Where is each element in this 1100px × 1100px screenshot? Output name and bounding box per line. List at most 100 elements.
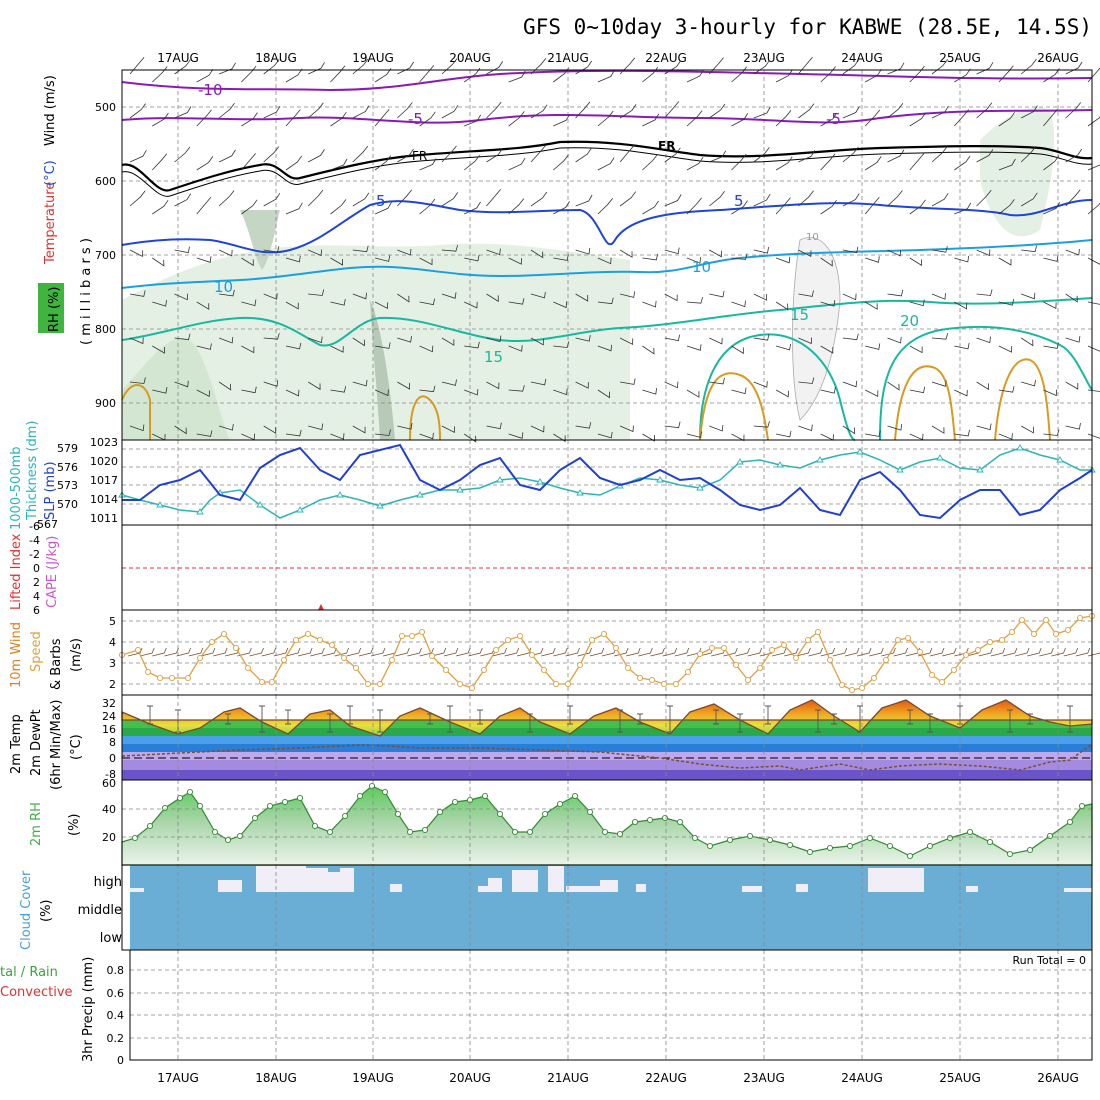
- wind-barb-6-11: [375, 342, 391, 349]
- wind10-barb-37: [577, 647, 592, 657]
- wind-barb-0-5: [241, 65, 257, 83]
- wind-speed-marker-1: [134, 646, 142, 654]
- wind-barb-5-35: [909, 299, 925, 307]
- wind-barb-8-35: [909, 433, 924, 441]
- wind10-barb-32: [516, 647, 532, 657]
- slp-tick-1017: 1017: [90, 474, 118, 487]
- wind-barb-0-38: [976, 62, 994, 75]
- wind-barb-4-12: [397, 248, 412, 256]
- wind-speed-marker-11: [258, 678, 266, 686]
- wind-speed-marker-31: [492, 646, 500, 654]
- wind-speed-marker-33: [516, 632, 524, 640]
- wind-barb-0-2: [174, 59, 191, 75]
- wind-barb-4-16: [486, 248, 501, 256]
- wind-barb-3-19: [553, 201, 570, 215]
- thickness-tick-579: 579: [57, 442, 78, 455]
- wind-speed-marker-39: [588, 636, 596, 644]
- wind-barb-3-23: [642, 200, 659, 215]
- wind-barb-5-11: [374, 301, 389, 310]
- wind-barb-2-32: [842, 146, 859, 163]
- rh-axis-label: RH (%): [47, 287, 62, 332]
- wind-speed-marker-47: [684, 668, 692, 676]
- wind-barb-1-20: [575, 101, 591, 119]
- wind-speed-marker-4: [168, 674, 176, 682]
- isotherm-freezing: [121, 140, 1093, 192]
- cloud-vgrid: [177, 865, 1059, 950]
- wind-barb-1-24: [664, 101, 680, 119]
- cloud-panel: high middle low Cloud Cover (%): [19, 864, 1093, 951]
- temp2m-minmax-bars: [147, 705, 1073, 733]
- wind-barb-1-28: [753, 106, 771, 119]
- li-tick-2: 2: [33, 576, 40, 589]
- wind-speed-marker-58: [814, 628, 822, 636]
- contour-label-minus10: -10: [198, 81, 223, 99]
- wind-barb-6-39: [998, 345, 1013, 353]
- thickness-marker-20: [496, 476, 504, 483]
- wind-barb-6-8: [308, 336, 323, 344]
- wind-barb-0-21: [597, 70, 615, 83]
- rh-marker-12: [281, 798, 289, 806]
- wind-barb-1-34: [887, 102, 904, 119]
- wind-barb-0-25: [686, 69, 704, 83]
- temp-minmax-bar-6: [347, 705, 353, 725]
- rh-legend-swatch: [38, 283, 64, 333]
- wind-barb-5-23: [642, 300, 657, 308]
- pressure-tick-800: 800: [95, 323, 116, 336]
- wind10-barb-13: [285, 647, 301, 657]
- wind-barb-3-26: [709, 190, 725, 207]
- wind10-barb-73: [1015, 647, 1030, 657]
- wind-barb-4-8: [308, 249, 322, 257]
- wind-speed-marker-15: [304, 630, 312, 638]
- wind-speed-marker-9: [232, 644, 240, 652]
- isotherm-warm-d: [894, 365, 956, 441]
- wind10-barb-7: [213, 647, 228, 657]
- wind-barb-7-12: [397, 381, 410, 390]
- wind-speed-marker-76: [1018, 616, 1026, 624]
- wind-barb-8-17: [508, 432, 524, 439]
- slp-tick-1014: 1014: [90, 493, 118, 506]
- wind-speed-marker-12: [268, 678, 276, 686]
- thickness-marker-36: [816, 456, 824, 463]
- wind10-barb-17: [334, 647, 349, 657]
- rh-marker-14: [311, 822, 319, 830]
- wind10-barb-4: [176, 647, 191, 657]
- wind-barb-2-38: [976, 149, 994, 163]
- wind-speed-marker-49: [708, 644, 716, 652]
- wind-barb-3-18: [530, 191, 548, 207]
- wind-barb-1-39: [998, 111, 1016, 127]
- wind10-barb-19: [358, 647, 374, 657]
- wind-barb-6-14: [441, 337, 455, 346]
- wind-barb-8-32: [842, 425, 856, 435]
- rh2m-vgrid: [177, 780, 1059, 865]
- wind-barb-8-36: [931, 425, 945, 434]
- wind-barb-7-19: [553, 388, 568, 396]
- wind-barb-2-17: [508, 157, 526, 171]
- wind-barb-0-16: [486, 61, 504, 75]
- thickness-tick-573: 573: [57, 479, 78, 492]
- wind-barb-8-10: [352, 425, 366, 434]
- wind-speed-marker-69: [938, 678, 946, 686]
- wind-speed-marker-75: [1008, 628, 1016, 636]
- wind-barb-5-27: [731, 300, 746, 308]
- precip-axis-labels: tal / Rain Convective 3hr Precip (mm): [0, 957, 96, 1062]
- wind-barb-7-22: [620, 378, 636, 385]
- wind-barb-3-6: [263, 192, 281, 207]
- wind-barb-2-29: [775, 156, 793, 171]
- wind-barb-0-7: [285, 68, 303, 83]
- wind-barb-2-10: [352, 146, 369, 163]
- temp-minmax-bar-17: [737, 713, 743, 733]
- wind-barb-3-20: [575, 194, 593, 207]
- pressure-tick-600: 600: [95, 175, 116, 188]
- thickness-marker-4: [196, 508, 204, 515]
- wind-barb-7-36: [931, 380, 947, 387]
- wind-barb-8-31: [820, 433, 834, 441]
- wind-barb-8-9: [330, 433, 345, 440]
- temp-minmax-bar-4: [285, 709, 291, 725]
- thickness-gridlines: [122, 448, 1092, 505]
- wind-barb-1-3: [196, 109, 212, 127]
- contour-label-5-b: 5: [734, 192, 744, 210]
- wind-barb-6-2: [174, 333, 191, 341]
- temperature-axis-label: Temperature: [43, 182, 58, 265]
- rh-marker-43: [746, 832, 754, 840]
- wind-barb-0-37: [954, 68, 971, 83]
